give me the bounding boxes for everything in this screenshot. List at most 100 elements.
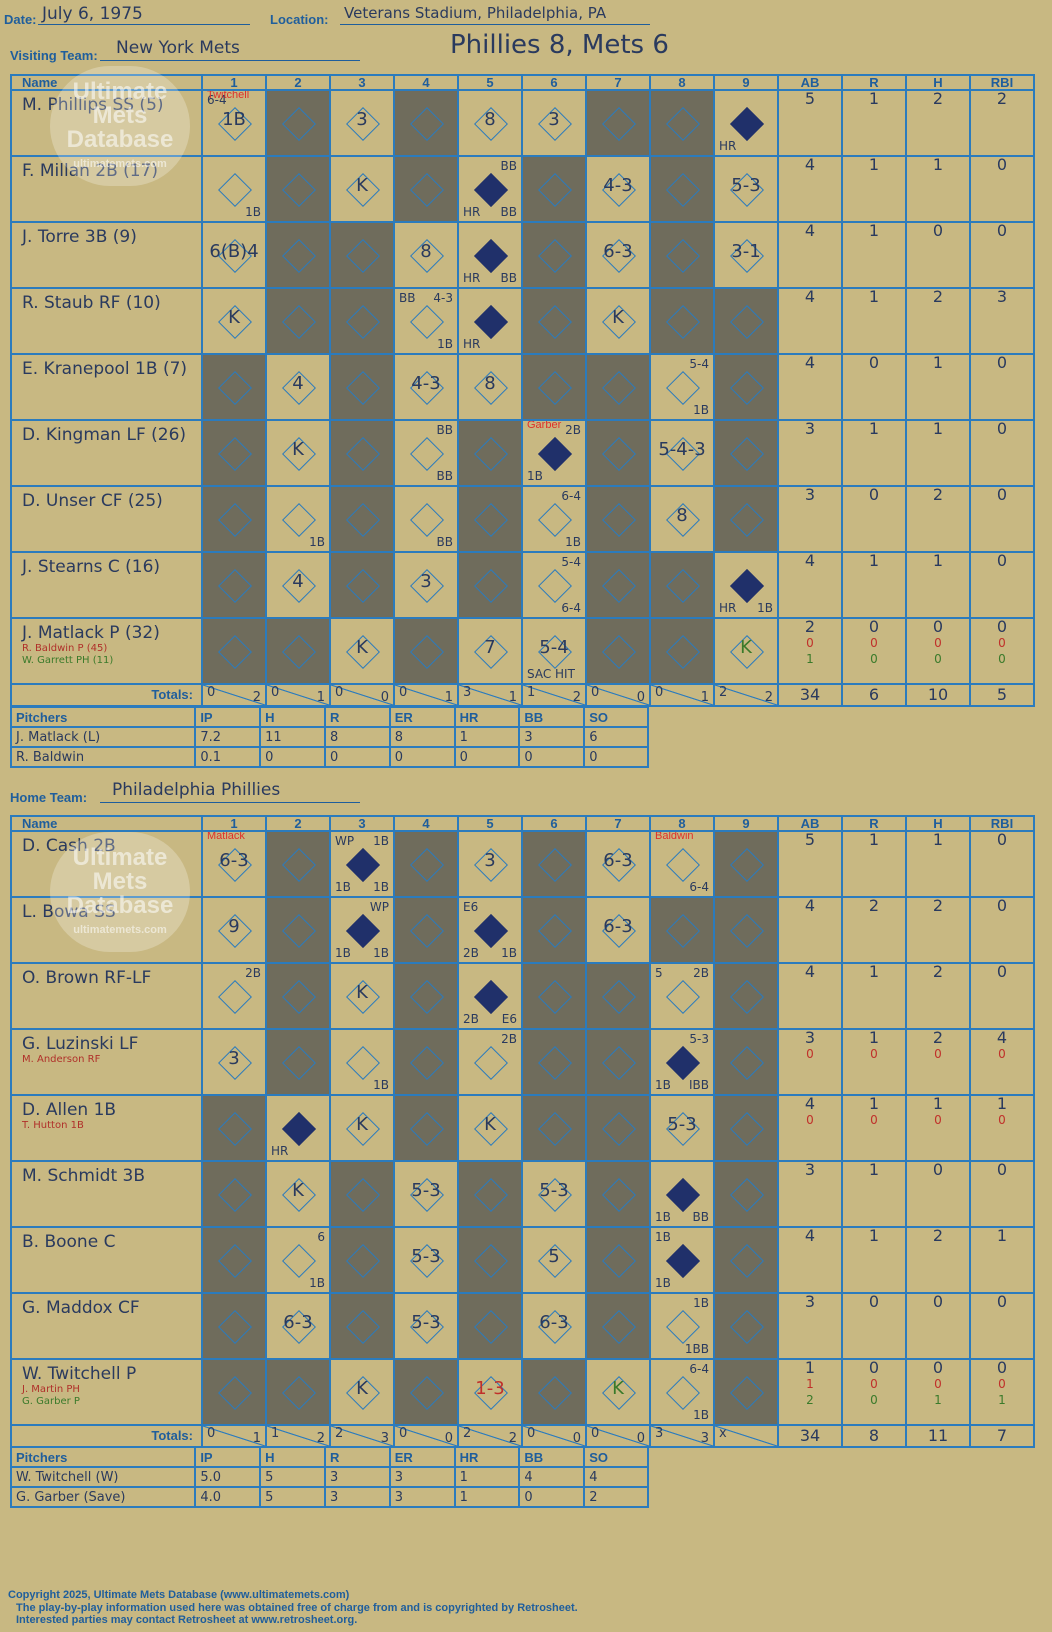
base-diamond	[282, 914, 316, 948]
base-diamond	[730, 1178, 764, 1212]
play-result: K	[612, 1378, 624, 1399]
stat-value: 0	[996, 963, 1008, 981]
at-bat-cell: 6 1B	[265, 1226, 331, 1294]
stat-value-sub: 0	[934, 1377, 942, 1391]
at-bat-cell	[457, 551, 523, 619]
stat-value: 1	[996, 1095, 1008, 1113]
at-bat-cell: 6-3 Matlack	[201, 830, 267, 898]
at-bat-cell	[329, 353, 395, 421]
watermark-logo-top: Ultimate Mets Database ultimatemets.com	[50, 66, 190, 186]
run-scored-diamond	[666, 1178, 700, 1212]
at-bat-cell	[201, 1094, 267, 1162]
at-bat-cell: BB BB	[393, 419, 459, 487]
play-result: 3	[228, 1048, 240, 1069]
base-diamond	[346, 503, 380, 537]
stat-r: 1	[841, 89, 907, 157]
base-diamond	[538, 569, 572, 603]
batter-row: D. Unser CF (25) 1B BB 6-4 1B 8 3 0 2 0	[10, 485, 1035, 553]
stat-value: 3	[804, 1029, 816, 1047]
base-diamond	[218, 1178, 252, 1212]
play-annotation: BB	[500, 205, 517, 219]
play-annotation: 1B	[757, 601, 773, 615]
play-annotation: 1B	[693, 403, 709, 417]
stat-value: 1	[868, 156, 880, 174]
totals-row: Totals: 0 2 0 1 0 0 0 1 3 1 1 2 0 0 0 1 2 2 34 6 10 5	[10, 683, 1035, 707]
totals-label: Totals:	[10, 683, 203, 707]
batter-name-cell: D. Kingman LF (26)	[10, 419, 203, 487]
at-bat-cell	[329, 221, 395, 289]
stat-value-sub: 0	[998, 1047, 1006, 1061]
inning-hits: 2	[316, 1431, 325, 1446]
run-scored-diamond	[346, 914, 380, 948]
column-header: AB	[777, 74, 843, 91]
play-annotation: HR	[719, 139, 737, 153]
play-result: 5-3	[667, 1114, 697, 1135]
total-rbi: 7	[969, 1424, 1035, 1448]
play-annotation: 6-4	[689, 880, 709, 894]
batter-row: G. Luzinski LF M. Anderson RF 3 1B 2B 5-3 1B IB…	[10, 1028, 1035, 1096]
run-scored-diamond	[474, 305, 508, 339]
stat-value: 2	[932, 288, 944, 306]
play-annotation: E6	[463, 900, 479, 914]
stat-value-sub: 1	[806, 652, 814, 666]
home-team-name: Philadelphia Phillies	[112, 780, 281, 800]
base-diamond	[602, 569, 636, 603]
home-team-underline	[100, 802, 360, 803]
at-bat-cell: 5-4 SAC HIT	[521, 617, 587, 685]
at-bat-cell: 5-3	[393, 1292, 459, 1360]
stat-r: 0	[841, 353, 907, 421]
pitcher-stat: 7.2	[194, 726, 262, 748]
stat-value: 2	[932, 1029, 944, 1047]
inning-runs: 0	[335, 685, 344, 700]
base-diamond	[602, 107, 636, 141]
at-bat-cell: K	[457, 1094, 523, 1162]
stat-r: 0	[841, 1292, 907, 1360]
totals-label: Totals:	[10, 1424, 203, 1448]
stat-value: 4	[804, 354, 816, 372]
inning-hits: 1	[508, 690, 517, 705]
at-bat-cell: 5 2B	[649, 962, 715, 1030]
column-header: 6	[521, 74, 587, 91]
stat-r: 1	[841, 287, 907, 355]
stat-r: 1	[841, 551, 907, 619]
pitcher-column-header: ER	[388, 1446, 456, 1468]
at-bat-cell: 1B	[265, 485, 331, 553]
pitcher-stat: 0	[518, 746, 586, 768]
at-bat-cell	[521, 896, 587, 964]
base-diamond	[666, 173, 700, 207]
pitcher-column-header: Pitchers	[9, 706, 197, 728]
at-bat-cell	[265, 896, 331, 964]
at-bat-cell	[265, 1358, 331, 1426]
batter-name-cell: L. Bowa SS	[10, 896, 203, 964]
home-team-label: Home Team:	[10, 790, 88, 805]
inning-hits: 1	[252, 1431, 261, 1446]
batter-name: J. Stearns C (16)	[22, 557, 161, 577]
at-bat-cell	[329, 287, 395, 355]
stat-r: 0	[841, 485, 907, 553]
stat-r: 1	[841, 962, 907, 1030]
stat-h: 1	[905, 551, 971, 619]
stat-value: 3	[804, 420, 816, 438]
at-bat-cell: 8	[457, 353, 523, 421]
at-bat-cell	[713, 962, 779, 1030]
base-diamond	[346, 1178, 380, 1212]
play-annotation: 1B	[437, 337, 453, 351]
base-diamond	[538, 239, 572, 273]
stat-value: 1	[868, 831, 880, 849]
stat-ab: 4	[777, 896, 843, 964]
stat-value: 0	[868, 1359, 880, 1377]
batter-name-cell: R. Staub RF (10)	[10, 287, 203, 355]
pitcher-stat: 0	[453, 746, 521, 768]
at-bat-cell: 8	[649, 485, 715, 553]
base-diamond	[602, 1178, 636, 1212]
pitcher-stat: 3	[323, 1486, 391, 1508]
substitute-name: J. Martin PH	[22, 1384, 80, 1395]
base-diamond	[282, 305, 316, 339]
base-diamond	[730, 1376, 764, 1410]
